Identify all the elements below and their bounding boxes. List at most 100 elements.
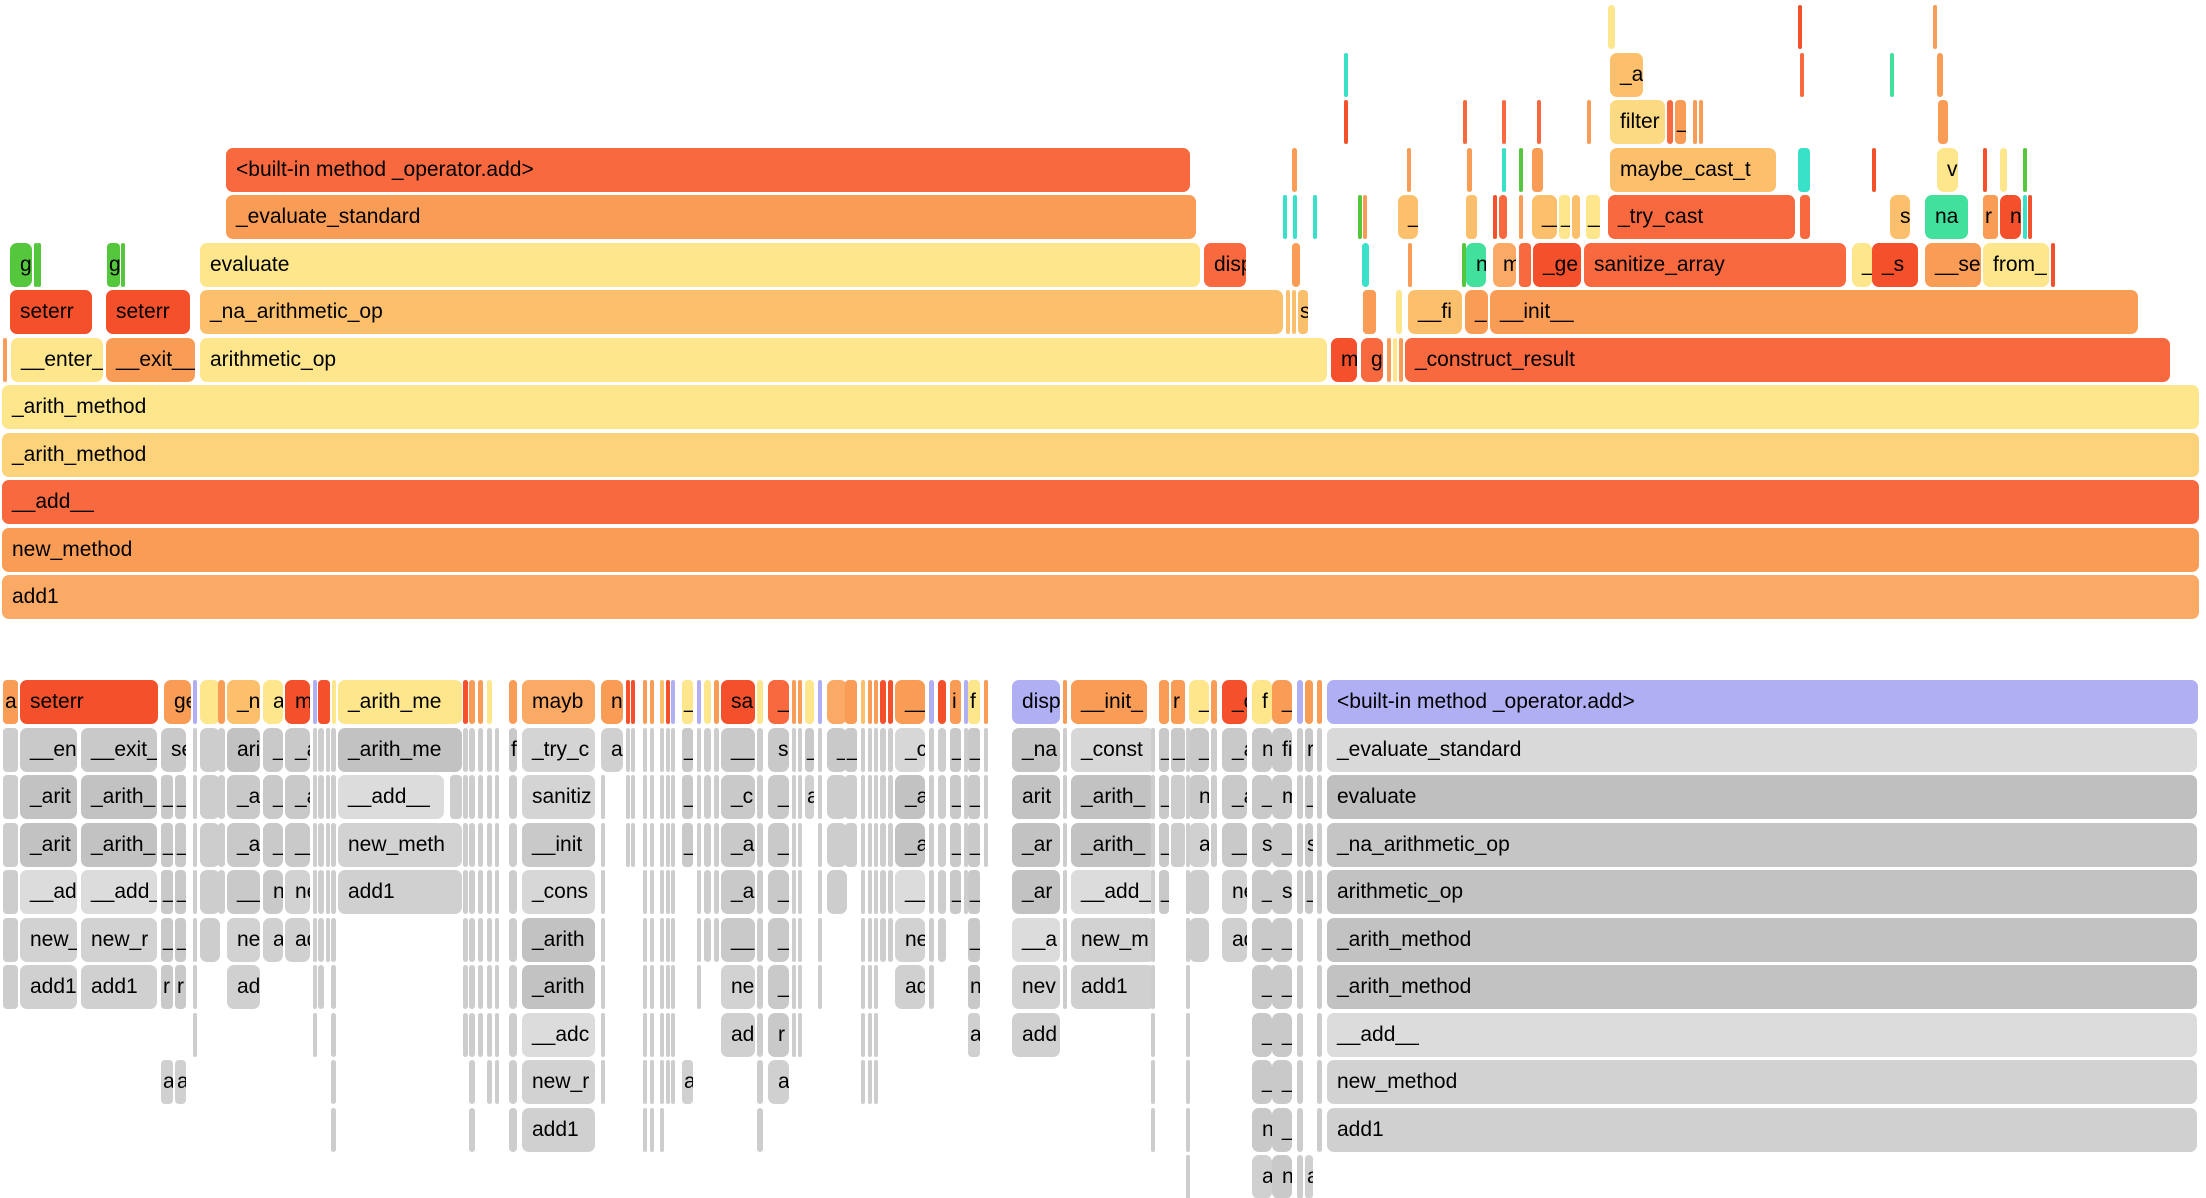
frame-sliver[interactable] bbox=[938, 680, 946, 724]
frame-sliver[interactable] bbox=[313, 680, 317, 724]
stack-sliver[interactable] bbox=[861, 822, 865, 867]
stack-cons[interactable]: _cons bbox=[522, 870, 595, 914]
stack-sliver[interactable] bbox=[643, 917, 647, 962]
stack-sliver[interactable] bbox=[714, 917, 719, 962]
stack-sliver[interactable]: _ bbox=[1272, 1107, 1292, 1152]
frame-sliver[interactable] bbox=[1362, 242, 1369, 287]
stack-sliver[interactable] bbox=[671, 775, 675, 819]
stack-sliver[interactable] bbox=[1317, 1107, 1322, 1152]
stack-sliver[interactable] bbox=[478, 775, 483, 819]
stack-sliver[interactable] bbox=[650, 1060, 654, 1104]
frame-sliver[interactable] bbox=[792, 680, 796, 724]
stack-sliver[interactable] bbox=[509, 870, 517, 914]
stack-sliver[interactable] bbox=[697, 870, 701, 914]
frame-sliver[interactable] bbox=[671, 680, 675, 724]
frame-sliver[interactable] bbox=[1358, 195, 1362, 239]
stack-sliver[interactable] bbox=[463, 727, 468, 772]
stack-sliver[interactable]: _ bbox=[1171, 727, 1185, 772]
stack-sliver[interactable] bbox=[1317, 1060, 1322, 1104]
frame-sliver[interactable]: _ bbox=[1852, 242, 1872, 287]
stack-s[interactable]: s bbox=[1272, 870, 1292, 914]
stack-sliver[interactable]: _ bbox=[161, 870, 173, 914]
stack-sliver[interactable] bbox=[757, 727, 763, 772]
stack-sliver[interactable] bbox=[509, 1107, 517, 1152]
stack-sliver[interactable] bbox=[880, 870, 886, 914]
stack-sliver[interactable] bbox=[643, 822, 647, 867]
stack-sliver[interactable] bbox=[1151, 775, 1155, 819]
stack-sliver[interactable] bbox=[318, 775, 324, 819]
frame-evaluate[interactable]: evaluate bbox=[200, 242, 1200, 287]
stack-sliver[interactable] bbox=[666, 822, 670, 867]
stack-sliver[interactable] bbox=[704, 775, 711, 819]
stack-sliver[interactable] bbox=[1189, 917, 1209, 962]
frame-sliver[interactable] bbox=[1502, 100, 1506, 144]
stack-sliver[interactable] bbox=[964, 727, 968, 772]
stack-sliver[interactable] bbox=[487, 727, 492, 772]
stack-sliver[interactable] bbox=[643, 727, 647, 772]
stack-sliver[interactable] bbox=[643, 965, 647, 1009]
stack-sliver[interactable] bbox=[1186, 965, 1190, 1009]
stack-a[interactable]: _a bbox=[721, 870, 755, 914]
stack-sliver[interactable] bbox=[792, 822, 796, 867]
stack-sliver[interactable] bbox=[643, 1107, 647, 1152]
stack-sliver[interactable] bbox=[495, 822, 499, 867]
stack-sliver[interactable] bbox=[697, 822, 701, 867]
stack-sliver[interactable]: _ bbox=[827, 727, 847, 772]
frame-arith-method[interactable]: _arith_method bbox=[2, 385, 2199, 429]
stack-arith[interactable]: _arith_ bbox=[81, 822, 157, 867]
stack-sliver[interactable] bbox=[929, 727, 934, 772]
stack-se[interactable]: se bbox=[161, 727, 186, 772]
stack-sliver[interactable]: _ bbox=[682, 727, 693, 772]
stack-a[interactable]: a bbox=[805, 775, 814, 819]
stack-sliver[interactable] bbox=[714, 727, 719, 772]
frame-sliver[interactable] bbox=[798, 680, 802, 724]
frame-sliver[interactable] bbox=[1983, 147, 1987, 192]
frame-sliver[interactable] bbox=[714, 680, 719, 724]
stack-sliver[interactable] bbox=[798, 870, 802, 914]
frame-sliver[interactable] bbox=[1159, 680, 1169, 724]
stack-sliver[interactable] bbox=[469, 775, 475, 819]
frame-sliver[interactable] bbox=[1305, 680, 1313, 724]
stack-sliver[interactable]: _ bbox=[175, 870, 186, 914]
stack-sliver[interactable] bbox=[666, 917, 670, 962]
stack-sliver[interactable] bbox=[331, 1107, 336, 1152]
frame-sliver[interactable] bbox=[827, 680, 847, 724]
stack-sliver[interactable] bbox=[650, 1107, 654, 1152]
stack-sliver[interactable] bbox=[495, 775, 499, 819]
frame-arith-me[interactable]: _arith_me bbox=[338, 680, 462, 724]
stack-sliver[interactable] bbox=[318, 727, 324, 772]
stack-sliver[interactable] bbox=[929, 870, 934, 914]
stack-ar[interactable]: _ar bbox=[895, 775, 925, 819]
stack-sliver[interactable] bbox=[888, 822, 893, 867]
stack-sliver[interactable] bbox=[1151, 1060, 1155, 1104]
stack-ar[interactable]: _ar bbox=[1012, 870, 1060, 914]
stack-sliver[interactable] bbox=[509, 822, 517, 867]
stack-new-meth[interactable]: new_meth bbox=[338, 822, 462, 867]
stack-sliver[interactable]: _ bbox=[768, 775, 789, 819]
frame-s[interactable]: s bbox=[1890, 195, 1910, 239]
stack-sliver[interactable] bbox=[929, 822, 934, 867]
stack-sliver[interactable]: _ bbox=[1305, 870, 1313, 914]
stack-ari[interactable]: ari bbox=[227, 727, 260, 772]
stack-sliver[interactable]: _ bbox=[950, 822, 961, 867]
stack-sliver[interactable] bbox=[487, 1012, 492, 1057]
frame-se[interactable]: __se bbox=[1925, 242, 1981, 287]
frame-m[interactable]: m bbox=[1331, 337, 1357, 382]
stack-a[interactable]: a bbox=[175, 1060, 186, 1104]
stack-ad[interactable]: ad bbox=[721, 1012, 755, 1057]
stack-sliver[interactable] bbox=[3, 727, 18, 772]
stack-n[interactable]: n bbox=[1272, 1155, 1292, 1198]
stack-sliver[interactable] bbox=[861, 917, 865, 962]
stack-sliver[interactable] bbox=[601, 1012, 605, 1057]
frame-sliver[interactable] bbox=[2028, 195, 2032, 239]
stack-sliver[interactable] bbox=[1297, 870, 1303, 914]
stack-sliver[interactable]: _ bbox=[845, 727, 857, 772]
stack-sliver[interactable] bbox=[818, 727, 822, 772]
stack-sliver[interactable] bbox=[888, 917, 893, 962]
stack-sliver[interactable] bbox=[1171, 822, 1185, 867]
stack-sliver[interactable]: _ bbox=[161, 775, 173, 819]
stack-sliver[interactable]: _ bbox=[1159, 870, 1169, 914]
stack-init[interactable]: __init bbox=[522, 822, 595, 867]
stack-sliver[interactable] bbox=[313, 1012, 317, 1057]
frame-sliver[interactable] bbox=[1463, 100, 1467, 144]
